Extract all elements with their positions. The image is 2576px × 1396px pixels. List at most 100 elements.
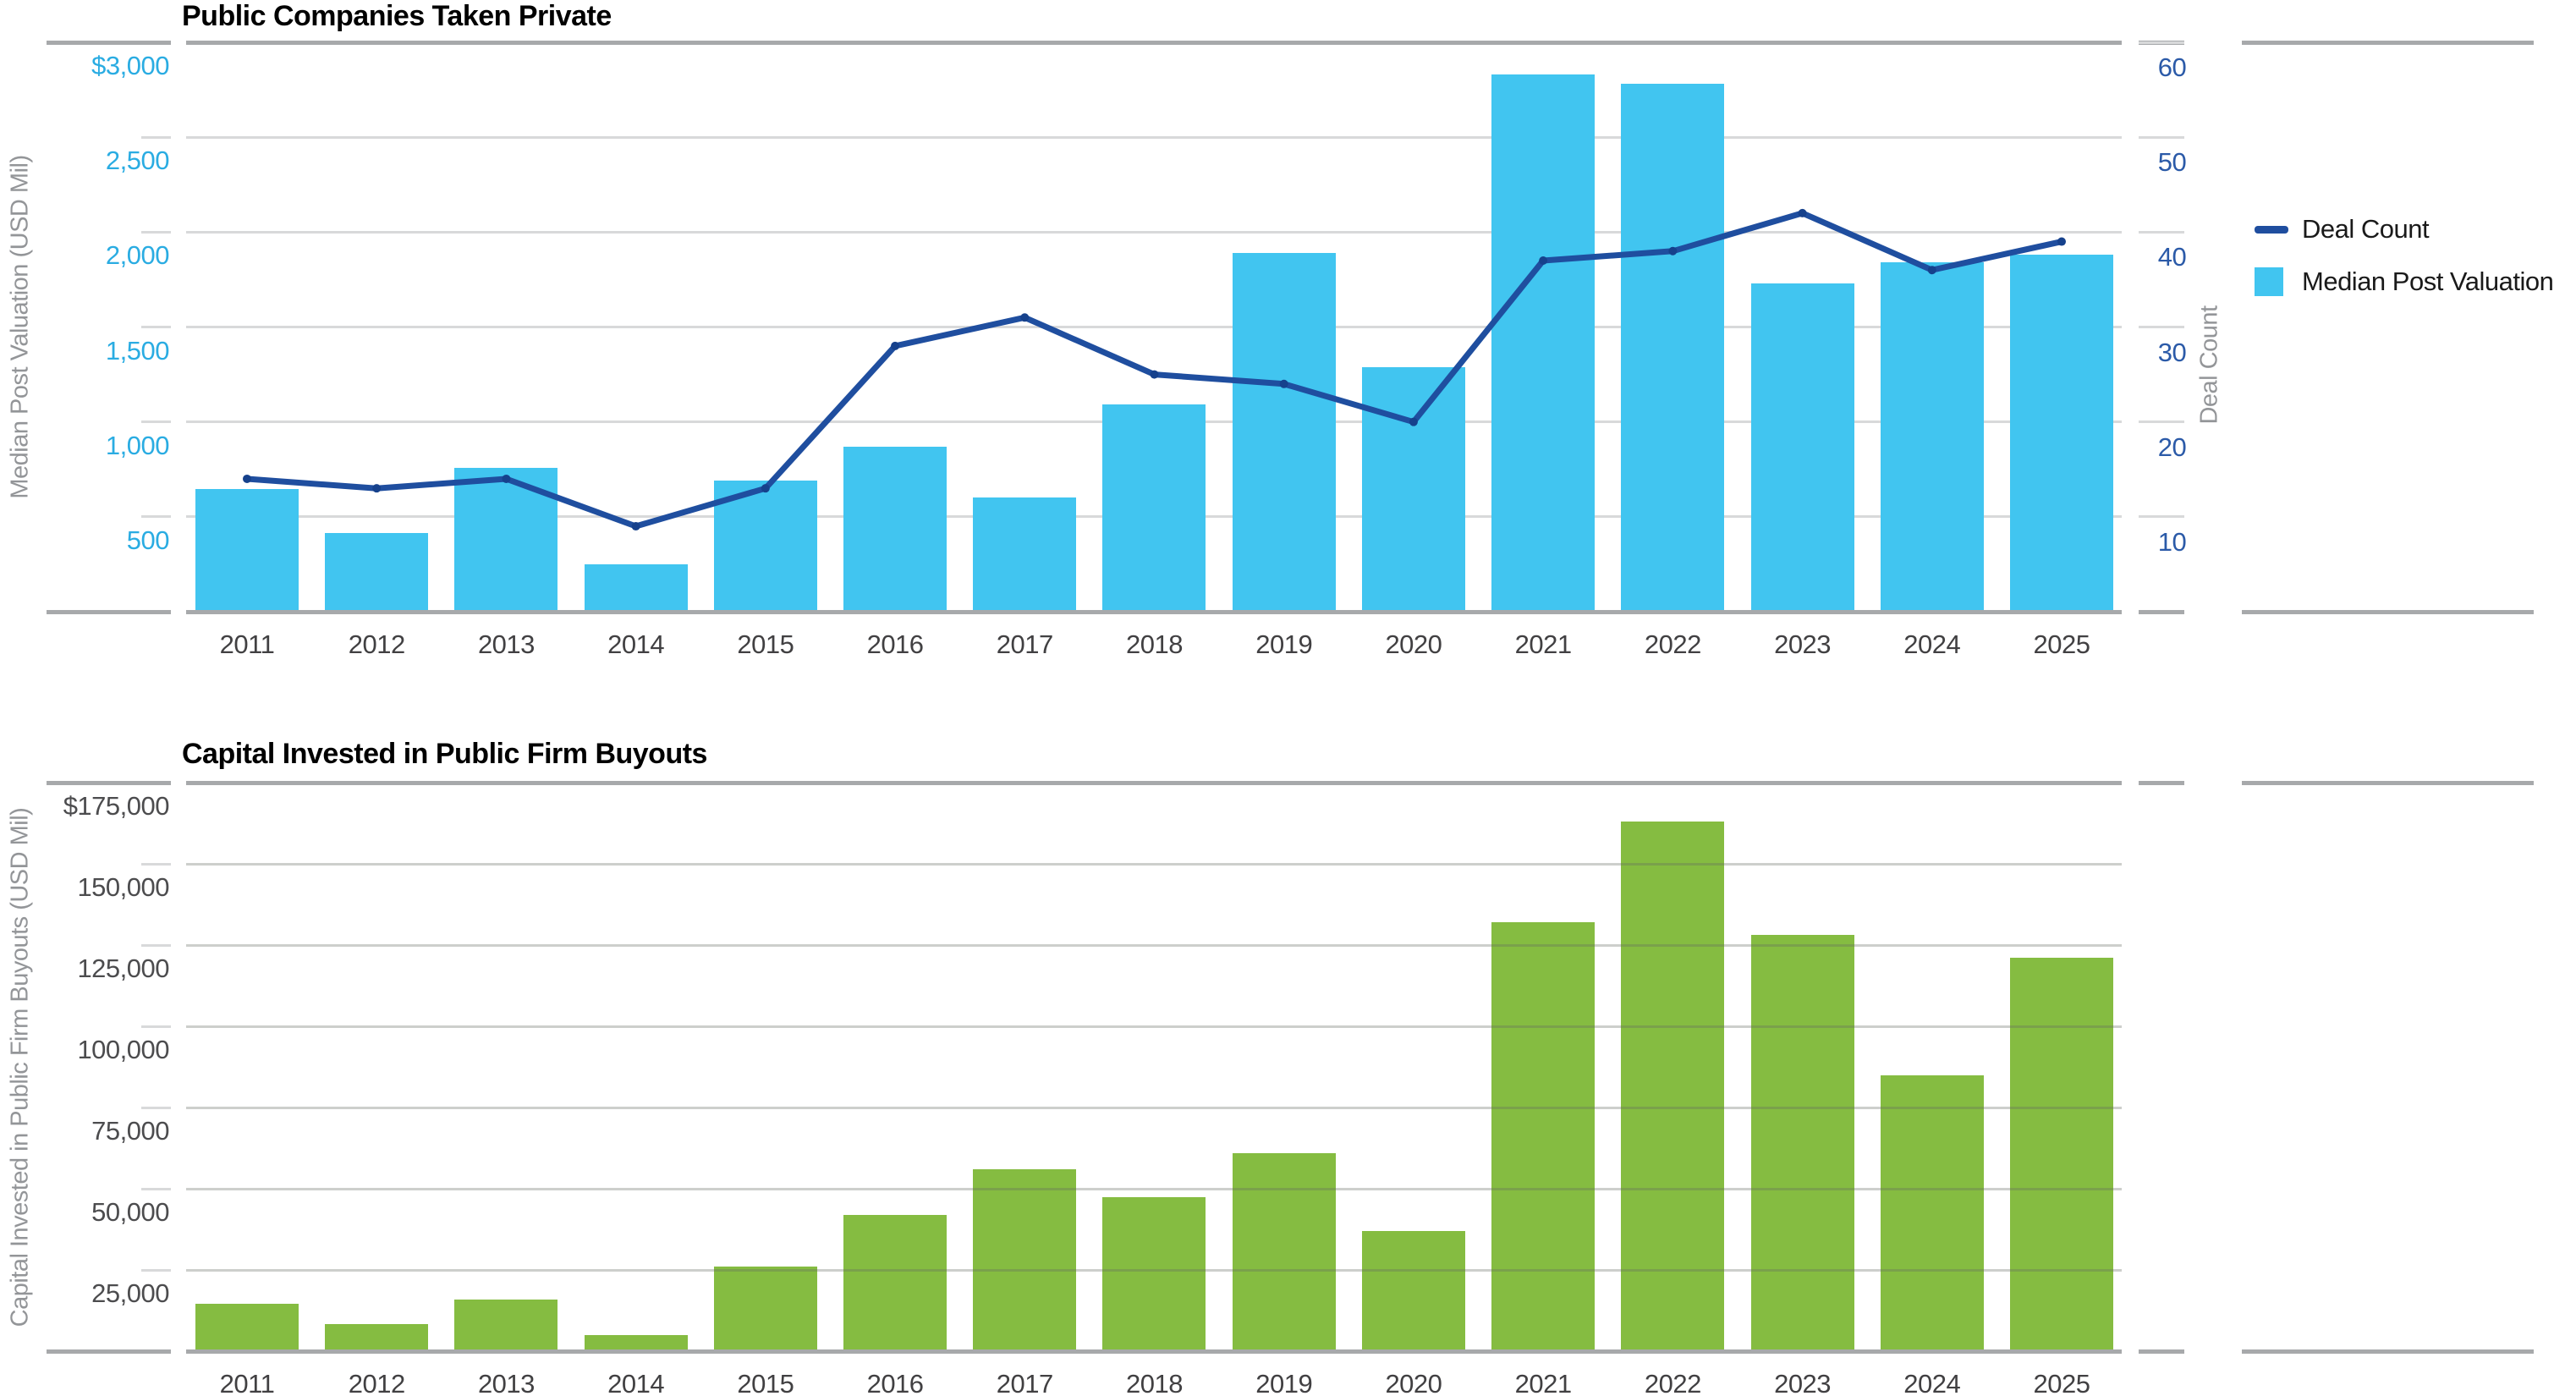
bar-2018 — [1102, 1196, 1206, 1351]
bar-2015 — [713, 1267, 817, 1351]
gridline-125000 — [186, 943, 2122, 947]
deal-count-point-2019 — [1279, 379, 1288, 388]
x-axis-label-2016: 2016 — [866, 629, 924, 659]
deal-count-point-2025 — [2057, 237, 2066, 246]
x-axis-label-2020: 2020 — [1385, 1369, 1442, 1396]
x-axis-label-2017: 2017 — [996, 1369, 1053, 1396]
gridline-150000 — [186, 862, 2122, 866]
right-tick-stub-50 — [2139, 135, 2184, 139]
right-tick-stub-40 — [2139, 230, 2184, 234]
bar-2020 — [1361, 366, 1465, 612]
deal-count-line-swatch-icon — [2255, 225, 2288, 234]
y-axis-tick-label: 2,000 — [105, 240, 170, 271]
x-axis-label-2023: 2023 — [1774, 629, 1832, 659]
left-tick-stub-2000 — [141, 230, 171, 234]
top-rule-left-stub — [47, 40, 171, 45]
top-rule-right-margin-rule — [2242, 40, 2534, 45]
deal-count-point-2024 — [1927, 266, 1936, 275]
right-tick-stub-10 — [2139, 515, 2184, 519]
bottom-chart-left-axis-title: Capital Invested in Public Firm Buyouts … — [6, 807, 34, 1327]
bar-2020 — [1361, 1230, 1465, 1351]
left-tick-stub-2500 — [141, 135, 171, 139]
legend: Deal Count Median Post Valuation — [2255, 203, 2576, 308]
deal-count-point-2020 — [1409, 417, 1418, 426]
x-axis-label-2014: 2014 — [607, 629, 665, 659]
baseline-rule-right-margin-rule — [2242, 609, 2534, 614]
left-tick-stub-150000 — [141, 862, 171, 866]
y-axis-tick-label: 25,000 — [91, 1278, 169, 1308]
right-tick-stub-20 — [2139, 420, 2184, 424]
top-rule-right-stub — [2139, 780, 2184, 785]
gridline-100000 — [186, 1025, 2122, 1028]
bar-2012 — [325, 532, 429, 612]
bar-2018 — [1102, 404, 1206, 612]
x-axis-label-2012: 2012 — [348, 629, 405, 659]
legend-label: Deal Count — [2302, 214, 2430, 244]
x-axis-label-2024: 2024 — [1903, 629, 1961, 659]
baseline-rule-right-stub — [2139, 609, 2184, 614]
deal-count-point-2023 — [1798, 208, 1807, 217]
bottom-chart-title: Capital Invested in Public Firm Buyouts — [182, 738, 707, 770]
bar-2025 — [2009, 255, 2113, 612]
baseline-rule — [186, 609, 2122, 614]
gridline-2000 — [186, 230, 2122, 234]
right-axis-tick-label: 20 — [2157, 431, 2187, 462]
x-axis-label-2022: 2022 — [1644, 1369, 1701, 1396]
bar-2024 — [1880, 1074, 1984, 1351]
bar-2022 — [1621, 822, 1725, 1351]
bar-2011 — [195, 1304, 299, 1351]
y-axis-tick-label: 500 — [126, 525, 170, 555]
baseline-rule-left-stub — [47, 1349, 171, 1354]
gridline-50000 — [186, 1187, 2122, 1190]
baseline-rule-left-stub — [47, 609, 171, 614]
right-axis-tick-label: 10 — [2157, 526, 2187, 557]
bar-2016 — [843, 446, 947, 612]
x-axis-label-2016: 2016 — [866, 1369, 924, 1396]
bar-2021 — [1491, 922, 1596, 1351]
left-tick-stub-1000 — [141, 420, 171, 424]
x-axis-label-2013: 2013 — [477, 629, 535, 659]
left-tick-stub-100000 — [141, 1025, 171, 1028]
x-axis-label-2019: 2019 — [1255, 629, 1313, 659]
y-axis-tick-label: 75,000 — [91, 1116, 169, 1146]
x-axis-label-2021: 2021 — [1514, 629, 1572, 659]
y-axis-tick-label: 2,500 — [105, 146, 170, 176]
deal-count-point-2013 — [502, 474, 511, 483]
y-axis-tick-label: 1,000 — [105, 430, 170, 460]
top-rule-right-margin-rule — [2242, 780, 2534, 785]
gridline-75000 — [186, 1106, 2122, 1109]
top-rule-left-stub — [47, 780, 171, 785]
top-rule — [186, 40, 2122, 45]
legend-label: Median Post Valuation — [2302, 267, 2554, 296]
gridline-25000 — [186, 1268, 2122, 1272]
bar-2021 — [1491, 74, 1596, 612]
x-axis-label-2022: 2022 — [1644, 629, 1701, 659]
deal-count-point-2021 — [1539, 256, 1548, 265]
x-axis-label-2025: 2025 — [2033, 1369, 2090, 1396]
bar-2019 — [1232, 1152, 1336, 1351]
deal-count-point-2015 — [761, 484, 770, 493]
y-axis-tick-label: 1,500 — [105, 335, 170, 365]
y-axis-tick-label: 50,000 — [91, 1197, 169, 1227]
x-axis-label-2015: 2015 — [737, 1369, 794, 1396]
y-axis-tick-label: 150,000 — [77, 872, 169, 902]
deal-count-point-2011 — [243, 474, 251, 483]
x-axis-label-2018: 2018 — [1126, 629, 1183, 659]
left-tick-stub-50000 — [141, 1187, 171, 1190]
y-axis-tick-label: 100,000 — [77, 1035, 169, 1064]
legend-item-deal-count: Deal Count — [2255, 203, 2576, 256]
bar-2023 — [1750, 935, 1854, 1351]
left-tick-stub-75000 — [141, 1106, 171, 1109]
gridline-2500 — [186, 135, 2122, 139]
x-axis-label-2019: 2019 — [1255, 1369, 1313, 1396]
x-axis-label-2012: 2012 — [348, 1369, 405, 1396]
x-axis-label-2018: 2018 — [1126, 1369, 1183, 1396]
x-axis-label-2014: 2014 — [607, 1369, 665, 1396]
gridline-1500 — [186, 326, 2122, 328]
top-rule — [186, 780, 2122, 785]
top-chart-title: Public Companies Taken Private — [182, 0, 612, 32]
x-axis-label-2013: 2013 — [477, 1369, 535, 1396]
y-axis-tick-label: $175,000 — [63, 791, 170, 821]
deal-count-point-2018 — [1150, 370, 1159, 379]
baseline-rule-right-margin-rule — [2242, 1349, 2534, 1354]
